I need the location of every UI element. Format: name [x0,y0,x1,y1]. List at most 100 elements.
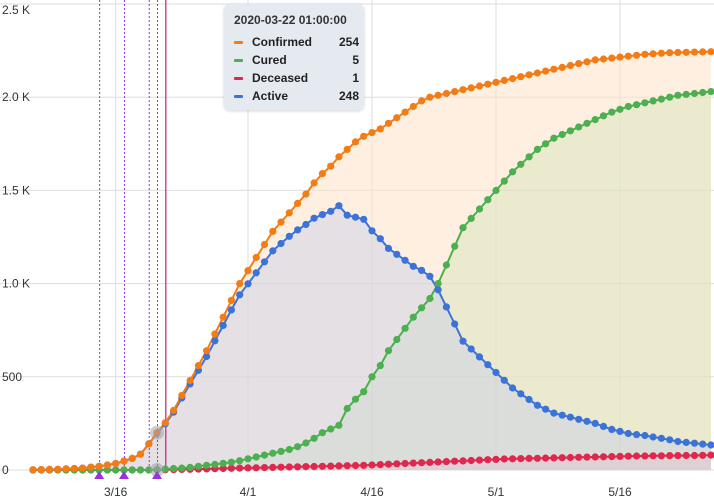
point-cured[interactable] [475,205,484,213]
point-active[interactable] [633,431,641,439]
point-cured[interactable] [682,90,690,98]
point-active[interactable] [674,437,682,446]
point-confirmed[interactable] [327,162,335,170]
point-deceased[interactable] [616,452,624,460]
point-cured[interactable] [533,145,542,153]
point-deceased[interactable] [244,464,252,472]
point-deceased[interactable] [434,458,442,466]
point-deceased[interactable] [517,455,525,463]
point-deceased[interactable] [219,464,227,473]
point-active[interactable] [517,390,525,398]
point-deceased[interactable] [583,453,591,461]
point-cured[interactable] [227,458,235,466]
point-active[interactable] [442,303,450,311]
point-confirmed[interactable] [95,462,103,470]
point-cured[interactable] [699,88,707,97]
point-confirmed[interactable] [136,450,145,458]
point-deceased[interactable] [409,459,417,467]
point-cured[interactable] [360,388,368,396]
point-confirmed[interactable] [335,153,343,161]
point-confirmed[interactable] [699,48,707,56]
point-active[interactable] [624,429,632,438]
point-cured[interactable] [666,93,674,101]
point-deceased[interactable] [335,462,343,470]
point-confirmed[interactable] [475,82,484,90]
point-cured[interactable] [368,373,376,381]
point-confirmed[interactable] [707,48,714,56]
point-active[interactable] [426,272,434,280]
point-active[interactable] [285,232,293,240]
point-deceased[interactable] [475,456,484,464]
point-confirmed[interactable] [542,67,550,75]
point-confirmed[interactable] [79,464,87,472]
point-deceased[interactable] [649,452,657,460]
point-active[interactable] [260,258,269,266]
point-confirmed[interactable] [244,267,252,275]
point-cured[interactable] [616,105,624,113]
point-confirmed[interactable] [434,91,442,99]
point-cured[interactable] [244,455,252,463]
point-cured[interactable] [418,304,426,312]
point-confirmed[interactable] [467,84,475,92]
point-deceased[interactable] [285,463,293,471]
point-confirmed[interactable] [120,457,128,465]
point-confirmed[interactable] [525,71,533,79]
event-marker-icon[interactable] [152,471,163,479]
point-cured[interactable] [252,453,260,461]
point-confirmed[interactable] [103,461,111,469]
point-active[interactable] [500,376,508,384]
point-active[interactable] [434,286,442,294]
point-confirmed[interactable] [649,50,657,58]
point-active[interactable] [302,220,310,229]
event-marker-icon[interactable] [94,471,105,479]
point-confirmed[interactable] [70,464,78,473]
point-confirmed[interactable] [484,80,492,88]
point-cured[interactable] [285,445,293,454]
point-deceased[interactable] [674,452,682,460]
point-confirmed[interactable] [285,209,293,217]
point-cured[interactable] [302,439,310,447]
point-cured[interactable] [550,134,558,142]
point-confirmed[interactable] [302,190,310,198]
point-cured[interactable] [351,395,360,403]
point-active[interactable] [409,262,417,270]
point-active[interactable] [335,202,343,210]
point-cured[interactable] [327,425,335,433]
point-cured[interactable] [500,177,508,185]
point-confirmed[interactable] [682,48,690,56]
point-confirmed[interactable] [442,89,450,98]
point-active[interactable] [384,244,393,252]
point-confirmed[interactable] [608,54,616,62]
point-deceased[interactable] [608,453,616,461]
point-deceased[interactable] [575,453,583,461]
point-confirmed[interactable] [194,362,202,370]
point-confirmed[interactable] [633,51,641,59]
point-deceased[interactable] [550,454,558,462]
point-cured[interactable] [566,127,575,135]
point-active[interactable] [343,211,351,219]
point-deceased[interactable] [343,462,351,470]
point-deceased[interactable] [418,459,426,467]
point-cured[interactable] [343,404,351,413]
point-cured[interactable] [120,466,128,474]
point-active[interactable] [591,419,599,427]
point-confirmed[interactable] [393,114,401,122]
point-cured[interactable] [186,463,194,471]
point-confirmed[interactable] [451,88,459,96]
point-deceased[interactable] [707,451,714,459]
point-active[interactable] [368,227,376,235]
point-cured[interactable] [633,101,641,109]
point-confirmed[interactable] [203,347,211,355]
point-deceased[interactable] [467,456,475,465]
point-confirmed[interactable] [29,466,37,474]
point-deceased[interactable] [690,451,699,460]
point-active[interactable] [277,239,285,248]
point-active[interactable] [550,409,558,417]
point-cured[interactable] [393,335,401,344]
point-cured[interactable] [426,294,434,303]
point-cured[interactable] [690,89,699,98]
point-cured[interactable] [277,447,285,455]
point-active[interactable] [699,440,707,448]
point-active[interactable] [294,226,302,234]
point-cured[interactable] [525,153,533,161]
